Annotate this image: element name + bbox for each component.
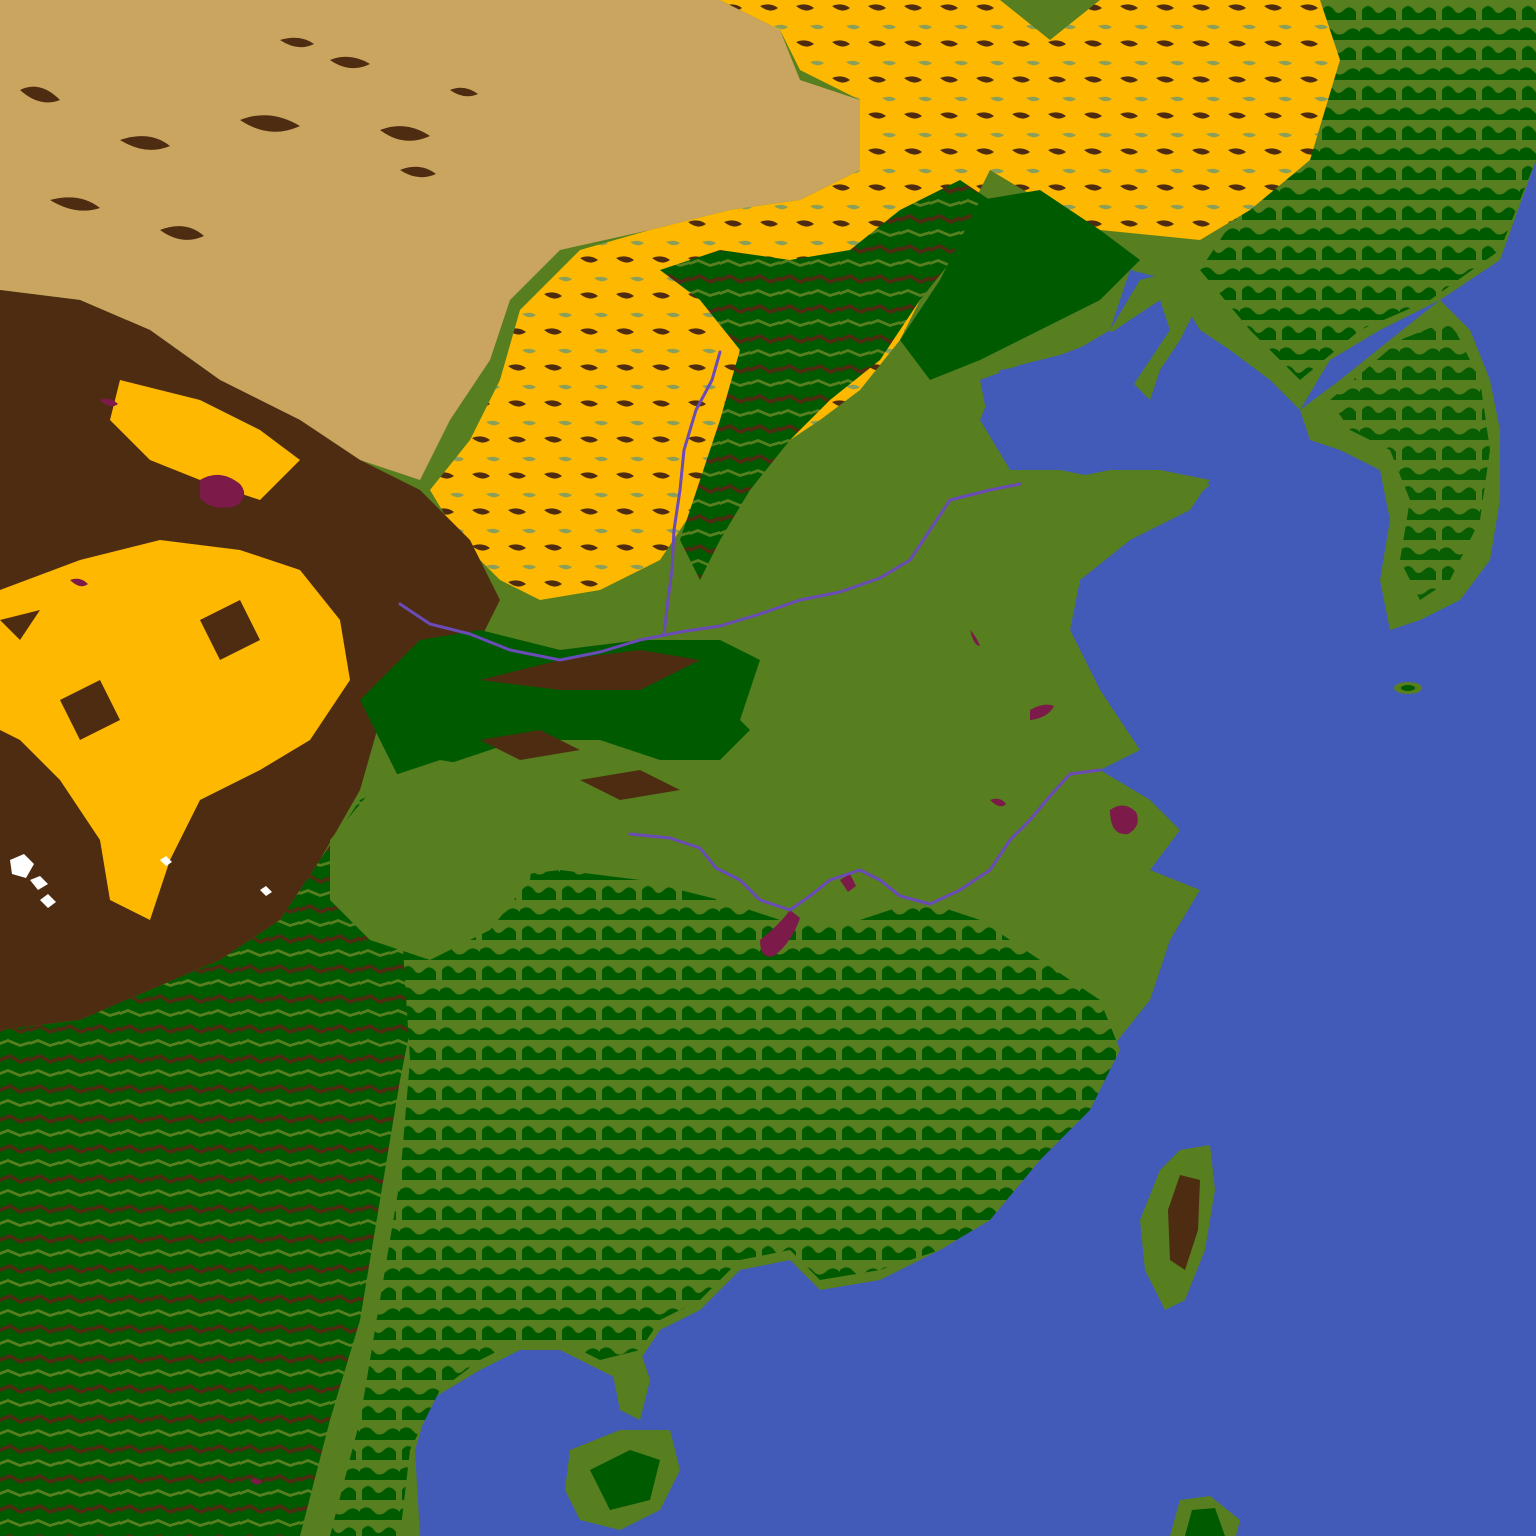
tibet-ridges (0, 600, 260, 740)
jeju-forest (1401, 685, 1415, 691)
rivers (398, 350, 1102, 912)
shandong-peninsula (1060, 470, 1210, 560)
small-lake-4 (70, 578, 88, 587)
southwest-mountains (0, 780, 420, 1536)
south-china-forest (330, 870, 1120, 1536)
small-lake-1 (990, 798, 1006, 807)
hainan-forest (590, 1450, 660, 1510)
hongze-lake (1030, 704, 1054, 720)
tibetan-steppe (0, 540, 350, 920)
gobi-desert (0, 0, 860, 480)
small-lake-5 (250, 1478, 262, 1485)
luzon-forest (1185, 1508, 1225, 1536)
taihu-lake (1110, 805, 1138, 835)
qinghai-lake (200, 474, 245, 508)
lakes (70, 398, 1138, 1485)
small-lake-2 (970, 630, 980, 646)
yellow-river (398, 482, 1022, 662)
taihang-mountains (660, 180, 990, 580)
taiwan-mountains (1168, 1175, 1200, 1270)
qinling-ridges (480, 650, 700, 800)
korea-forest (1330, 320, 1490, 600)
leizhou-peninsula (610, 1350, 650, 1420)
poyang-lake (840, 874, 856, 892)
yangtze-river (628, 768, 1102, 912)
bohai-sea (980, 300, 1170, 470)
sichuan-basin (330, 760, 540, 960)
desert-ridges (20, 37, 478, 240)
tibetan-steppe-north (110, 380, 300, 500)
northeast-forest (1000, 0, 1536, 380)
dongting-lake (760, 910, 800, 957)
small-lake-3 (100, 398, 118, 407)
snow-caps (10, 854, 272, 908)
fen-river (662, 350, 722, 636)
north-forest (900, 190, 1140, 380)
